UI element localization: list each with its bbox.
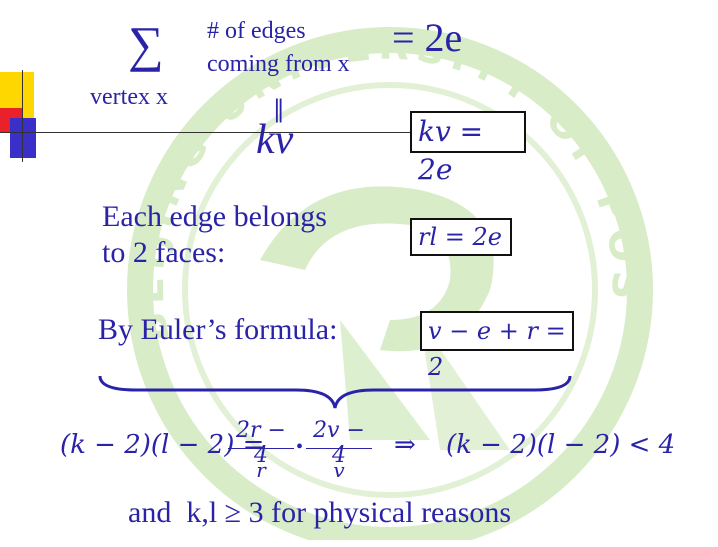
box-kv-2e: kv = 2e [410, 111, 526, 186]
multiply-dot: • [296, 436, 304, 458]
frac2-denominator: v [333, 458, 345, 482]
university-seal-watermark: BEIJING UNIVERSITY OF POSTS AND TELECOMM… [90, 20, 653, 540]
formula-rhs: (k − 2)(l − 2) < 4 [446, 430, 676, 460]
formula-lhs: (k − 2)(l − 2) = [60, 430, 265, 460]
frac2-bar [306, 448, 372, 449]
decor-vertical-line [22, 70, 23, 162]
euler-label: By Euler’s formula: [98, 313, 338, 346]
curly-brace [98, 375, 572, 409]
box-euler: v − e + r = 2 [420, 311, 574, 381]
final-statement: and k,l ≥ 3 for physical reasons [128, 496, 512, 529]
frac1-numerator: 2r − 4 [236, 418, 286, 468]
sigma-symbol: ∑ [128, 16, 164, 72]
frac1-bar [228, 448, 294, 449]
box-rl-2e: rl = 2e [410, 218, 512, 256]
each-edge-line1: Each edge belongs [102, 200, 327, 233]
equals-vertical: || [274, 94, 284, 123]
kv-label: kv [256, 117, 294, 163]
sigma-subscript: vertex x [90, 84, 168, 110]
sum-rhs: = 2e [392, 15, 463, 60]
decor-horizontal-line [0, 132, 430, 133]
sum-description-line1: # of edges [207, 18, 306, 44]
frac2-numerator: 2v − 4 [313, 418, 365, 468]
each-edge-line2: to 2 faces: [102, 236, 226, 269]
frac1-denominator: r [256, 458, 266, 482]
decor-blue-square [10, 118, 36, 158]
sum-description-line2: coming from x [207, 51, 350, 77]
implies-arrow: ⇒ [394, 430, 416, 460]
